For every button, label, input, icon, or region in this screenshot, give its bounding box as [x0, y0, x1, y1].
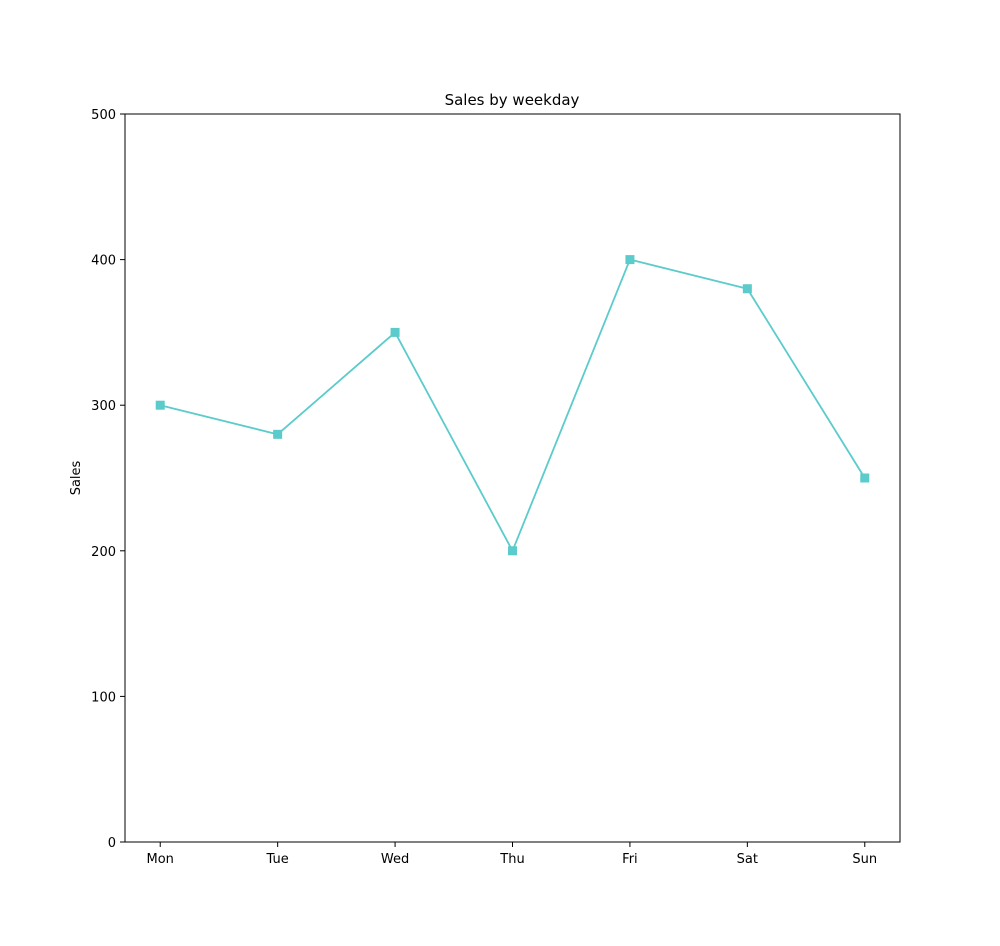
x-tick-label: Sat: [737, 852, 758, 867]
y-tick-label: 500: [91, 108, 116, 123]
y-tick-label: 100: [91, 690, 116, 705]
x-tick-label: Sun: [852, 852, 877, 867]
data-point-marker: [508, 546, 517, 556]
plot-frame: [124, 113, 901, 843]
x-tick-label: Wed: [381, 852, 409, 867]
x-tick-label: Tue: [266, 852, 289, 867]
data-point-marker: [860, 473, 870, 483]
data-point-marker: [742, 284, 752, 294]
y-tick-label: 0: [108, 836, 116, 851]
series-line: [160, 258, 866, 552]
data-point-marker: [390, 327, 400, 337]
x-tick-label: Fri: [622, 852, 638, 867]
y-tick-label: 200: [91, 545, 116, 560]
data-point-marker: [273, 429, 283, 439]
y-axis-title: Sales: [69, 460, 84, 495]
plot-area: 0 100 200 300 400 500 Mon Tue Wed Thu Fri Sat Sun: [91, 108, 901, 867]
x-tick-label: Mon: [147, 852, 174, 867]
data-point-marker: [155, 400, 165, 410]
data-point-marker: [625, 255, 635, 265]
x-tick-label: Thu: [499, 852, 524, 867]
chart-title: Sales by weekday: [445, 91, 580, 109]
y-tick-label: 300: [91, 399, 116, 414]
y-tick-label: 400: [91, 254, 116, 269]
